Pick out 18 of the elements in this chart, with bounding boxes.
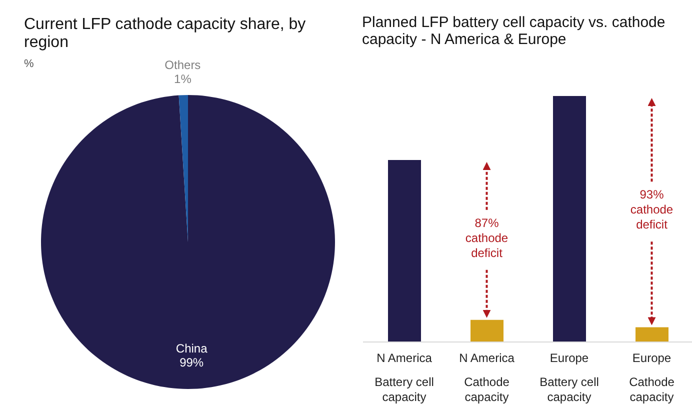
data-label: 1% (174, 72, 192, 86)
slice-label: China (176, 342, 208, 356)
bar (636, 327, 668, 342)
x-tick-label: N America Battery cell capacity (374, 351, 434, 404)
x-tick-label: Europe Cathode capacity (629, 351, 675, 404)
bar (388, 160, 421, 342)
bar (470, 320, 504, 342)
x-tick-label: N America Cathode capacity (459, 351, 515, 404)
chart-subtitle: % (24, 58, 34, 70)
chart-title: Current LFP cathode capacity share, by region (24, 16, 307, 52)
chart-title: Planned LFP battery cell capacity vs. cathode capacity - N America & Europe (362, 14, 666, 48)
slice-label: Others (164, 58, 201, 72)
bar (553, 96, 586, 342)
annotation: 87% cathode deficit (465, 216, 508, 260)
data-label: 99% (180, 356, 204, 370)
x-tick-label: Europe Battery cell capacity (540, 351, 599, 404)
annotation: 93% cathode deficit (630, 188, 674, 232)
pie-slice (41, 95, 335, 389)
